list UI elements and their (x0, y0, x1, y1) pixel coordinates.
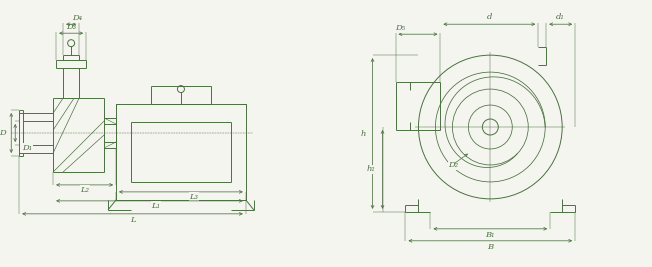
Text: L: L (130, 216, 136, 224)
Text: h: h (360, 129, 366, 138)
Text: B: B (487, 243, 494, 251)
Text: h₁: h₁ (367, 166, 376, 174)
Text: L₂: L₂ (81, 186, 89, 194)
Text: B₁: B₁ (486, 231, 495, 239)
Text: L₃: L₃ (189, 193, 198, 201)
Text: d₁: d₁ (556, 13, 565, 21)
Text: D₅: D₅ (395, 24, 405, 32)
Text: D₄: D₄ (72, 14, 82, 22)
Text: D: D (0, 129, 7, 137)
Text: D₃: D₃ (66, 23, 76, 31)
Text: D₁: D₁ (22, 144, 33, 152)
Text: L₁: L₁ (151, 202, 160, 210)
Text: D₂: D₂ (449, 161, 458, 169)
Text: d: d (486, 13, 492, 21)
